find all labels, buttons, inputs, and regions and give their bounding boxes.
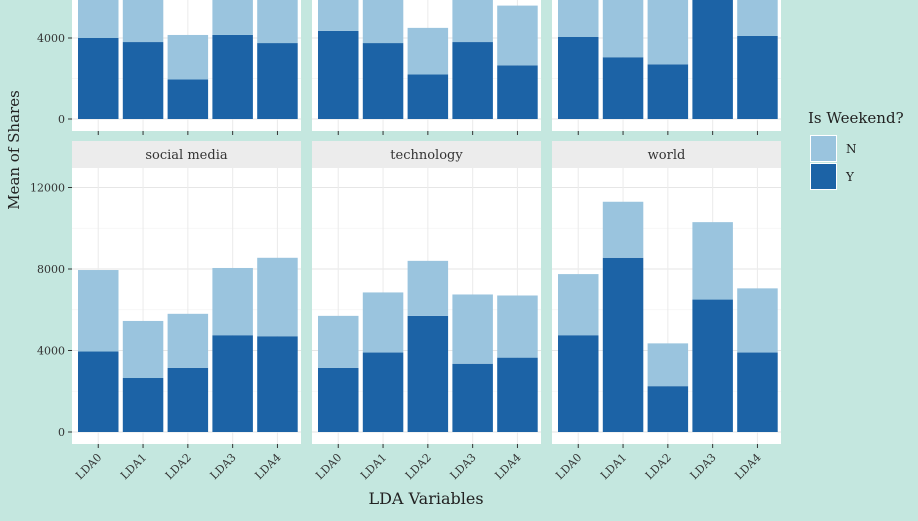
legend-key (811, 136, 836, 161)
x-tick-label: LDA2 (163, 451, 194, 482)
bar-segment-n (122, 320, 164, 379)
bar-segment-y (212, 34, 253, 119)
bar-segment-y (122, 378, 164, 432)
bar-segment-n (497, 5, 538, 66)
bar-segment-n (602, 0, 644, 58)
facet-strip (72, 141, 301, 168)
bar-segment-n (407, 260, 449, 316)
bar-segment-y (212, 335, 253, 432)
x-tick-label: LDA1 (118, 451, 149, 482)
bar-segment-y (78, 38, 119, 119)
bar-segment-n (602, 201, 644, 258)
bar-segment-n (78, 270, 119, 352)
bar-segment-y (647, 64, 689, 119)
x-tick-label: LDA0 (73, 451, 104, 482)
bar-segment-n (257, 257, 298, 337)
bar-segment-y (452, 42, 493, 119)
facet-title: world (648, 148, 686, 163)
y-tick-label: 0 (58, 113, 65, 126)
facet-strip (552, 141, 781, 168)
bar-segment-y (558, 335, 599, 432)
x-tick-label: LDA2 (643, 451, 674, 482)
x-tick-label: LDA3 (208, 451, 239, 482)
legend-title: Is Weekend? (808, 109, 904, 127)
bar-segment-n (122, 0, 164, 43)
bar-segment-y (318, 367, 359, 432)
x-tick-label: LDA4 (732, 451, 763, 482)
bar-segment-y (497, 65, 538, 119)
bar-segment-y (407, 74, 449, 119)
facet-title: technology (390, 148, 463, 163)
bar-segment-n (452, 0, 493, 43)
bar-segment-y (558, 36, 599, 119)
bar-segment-n (497, 295, 538, 358)
bar-segment-n (257, 0, 298, 44)
x-tick-label: LDA3 (688, 451, 719, 482)
bar-segment-y (78, 351, 119, 432)
facet-title: social media (145, 148, 227, 163)
bar-segment-n (362, 0, 404, 44)
x-tick-label: LDA0 (553, 451, 584, 482)
legend-key (811, 164, 836, 189)
bar-segment-y (407, 315, 449, 432)
x-tick-label: LDA2 (403, 451, 434, 482)
bar-segment-y (497, 357, 538, 432)
bar-segment-y (167, 79, 209, 119)
bar-segment-n (692, 222, 733, 300)
x-tick-label: LDA1 (358, 451, 389, 482)
bar-segment-n (407, 27, 449, 75)
bar-segment-y (318, 30, 359, 120)
x-tick-label: LDA0 (313, 451, 344, 482)
legend-label: N (846, 142, 857, 156)
bar-segment-y (692, 0, 733, 119)
bar-segment-y (602, 257, 644, 432)
bar-segment-n (362, 292, 404, 353)
bar-segment-y (692, 299, 733, 432)
bar-segment-n (212, 267, 253, 336)
x-tick-label: LDA3 (448, 451, 479, 482)
bar-segment-n (167, 313, 209, 368)
x-tick-label: LDA4 (252, 451, 283, 482)
bar-segment-n (647, 343, 689, 387)
x-axis-title: LDA Variables (368, 489, 483, 508)
x-tick-label: LDA4 (492, 451, 523, 482)
bar-segment-n (318, 0, 359, 31)
bar-segment-y (257, 43, 298, 119)
bar-segment-n (647, 0, 689, 65)
bar-segment-n (737, 0, 778, 36)
bar-segment-n (558, 274, 599, 336)
x-tick-label: LDA1 (598, 451, 629, 482)
bar-segment-n (737, 288, 778, 353)
bar-segment-y (737, 352, 778, 432)
bar-segment-n (318, 315, 359, 368)
bar-segment-y (122, 42, 164, 119)
bar-segment-n (452, 294, 493, 364)
bar-segment-y (257, 336, 298, 432)
bar-segment-y (737, 35, 778, 119)
y-axis-title: Mean of Shares (5, 90, 23, 210)
bar-segment-y (647, 386, 689, 432)
y-tick-label: 12000 (30, 182, 65, 195)
bar-segment-n (212, 0, 253, 35)
y-tick-label: 4000 (37, 32, 65, 45)
bar-segment-y (362, 43, 404, 119)
bar-segment-n (78, 0, 119, 38)
y-tick-label: 4000 (37, 345, 65, 358)
legend-label: Y (845, 170, 855, 184)
bar-segment-y (452, 363, 493, 432)
y-tick-label: 8000 (37, 263, 65, 276)
bar-segment-n (558, 0, 599, 37)
bar-segment-y (167, 367, 209, 432)
bar-segment-n (167, 34, 209, 80)
y-tick-label: 0 (58, 426, 65, 439)
bar-segment-y (362, 352, 404, 432)
bar-segment-y (602, 57, 644, 119)
facet-strip (312, 141, 541, 168)
